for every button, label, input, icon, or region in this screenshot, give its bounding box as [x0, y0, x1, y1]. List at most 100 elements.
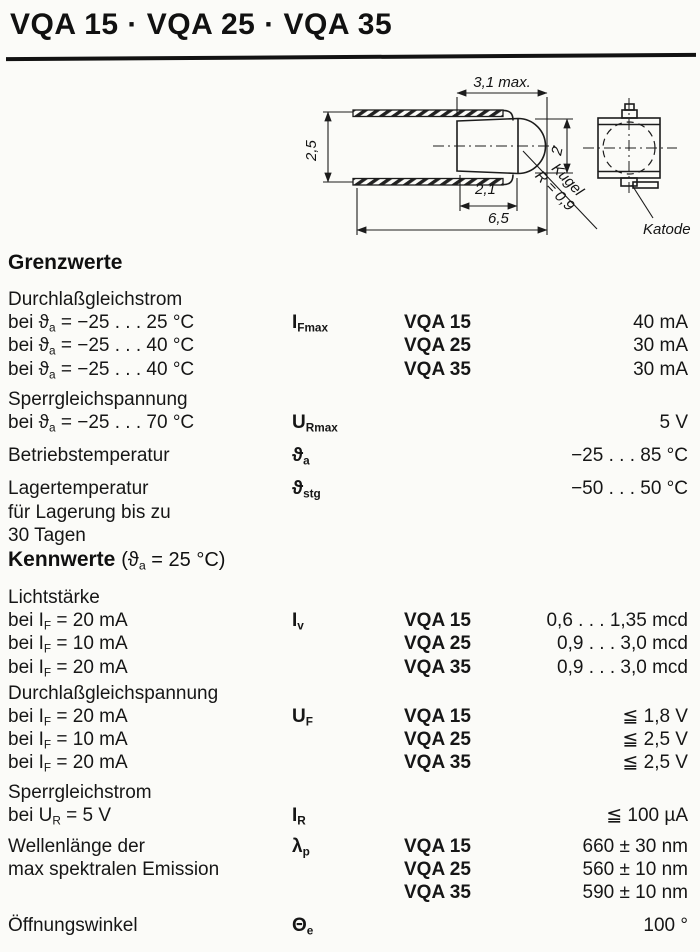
value: 30 mA — [633, 358, 688, 380]
table-row: Betriebstemperatur ϑa −25 . . . 85 °C — [8, 444, 692, 467]
value: ≦ 2,5 V — [622, 752, 688, 774]
symbol: IR — [292, 804, 306, 828]
kugel-leader-line — [522, 150, 598, 230]
type-name: VQA 25 — [404, 335, 471, 357]
value: 5 V — [659, 412, 688, 434]
type-name: VQA 25 — [404, 633, 471, 655]
symbol: ϑstg — [292, 478, 321, 501]
page-title: VQA 15 · VQA 25 · VQA 35 — [10, 8, 393, 41]
condition: bei ϑa = −25 . . . 40 °C — [8, 358, 195, 381]
table-row: bei IF = 20 mA VQA 35 ≦ 2,5 V — [8, 751, 692, 774]
dim-label-body-len: 2,1 — [474, 181, 496, 198]
spec-table: Grenzwerte Durchlaßgleichstrom bei ϑa = … — [8, 250, 692, 937]
table-row: bei IF = 10 mA VQA 25 ≦ 2,5 V — [8, 728, 692, 751]
condition: bei IF = 20 mA — [8, 752, 128, 775]
value: −25 . . . 85 °C — [571, 445, 688, 467]
cathode-leader-line — [631, 184, 654, 219]
condition: bei IF = 20 mA — [8, 656, 128, 679]
value: ≦ 2,5 V — [622, 729, 688, 751]
kugel-note: Kugel R = 0,9 — [532, 160, 588, 215]
led-front-view: Katode — [583, 98, 691, 238]
group-label-forward-voltage: Durchlaßgleichspannung — [8, 682, 219, 704]
condition: bei ϑa = −25 . . . 40 °C — [8, 335, 195, 358]
type-name: VQA 15 — [404, 610, 471, 632]
table-row: bei IF = 20 mA UF VQA 15 ≦ 1,8 V — [8, 705, 692, 728]
condition: bei IF = 10 mA — [8, 633, 128, 656]
dim-label-width-max: 3,1 max. — [473, 74, 531, 91]
value: ≦ 1,8 V — [622, 706, 688, 728]
symbol: Iv — [292, 610, 304, 633]
condition: bei IF = 20 mA — [8, 610, 128, 633]
symbol: UF — [292, 706, 313, 729]
type-name: VQA 35 — [404, 752, 471, 774]
table-row: bei IF = 20 mA Iv VQA 15 0,6 . . . 1,35 … — [8, 609, 692, 632]
value: ≦ 100 µA — [606, 804, 688, 826]
parameter-label: Betriebstemperatur — [8, 445, 170, 467]
table-row: VQA 35 590 ± 10 nm — [8, 881, 692, 904]
value: 660 ± 30 nm — [582, 836, 689, 858]
title-rule — [5, 52, 697, 61]
section-heading-characteristics: Kennwerte (ϑa = 25 °C) — [8, 548, 226, 573]
symbol: IFmax — [292, 312, 329, 335]
top-lead — [352, 109, 504, 118]
dim-label-lead-spacing: 2,5 — [303, 139, 320, 162]
symbol: λp — [292, 836, 310, 859]
symbol: ϑa — [292, 445, 310, 468]
condition: bei ϑa = −25 . . . 25 °C — [8, 312, 195, 335]
condition: bei IF = 20 mA — [8, 706, 128, 729]
value: −50 . . . 50 °C — [571, 478, 688, 500]
bottom-lead-bend — [502, 174, 514, 186]
group-label-reverse-voltage: Sperrgleichspannung — [8, 388, 188, 410]
value: 560 ± 10 nm — [582, 859, 689, 881]
led-body — [456, 117, 547, 175]
dim-label-dome: 2 — [548, 144, 567, 157]
package-drawing: 3,1 max. 2,5 2 2,1 6,5 Kugel R = 0,9 — [303, 74, 691, 238]
table-row: max spektralen Emission VQA 25 560 ± 10 … — [8, 858, 692, 881]
value: 590 ± 10 nm — [582, 882, 689, 904]
symbol: Θe — [292, 914, 314, 937]
section-heading-limits: Grenzwerte — [8, 251, 123, 274]
condition: bei IF = 10 mA — [8, 729, 128, 752]
type-name: VQA 15 — [404, 706, 471, 728]
table-row: bei UR = 5 V IR ≦ 100 µA — [8, 804, 692, 827]
value: 0,9 . . . 3,0 mcd — [557, 656, 688, 678]
parameter-label: Wellenlänge der — [8, 836, 145, 858]
led-side-view — [352, 109, 557, 186]
table-row: bei ϑa = −25 . . . 25 °C IFmax VQA 15 40… — [8, 311, 692, 334]
value: 0,6 . . . 1,35 mcd — [546, 610, 688, 632]
value: 100 ° — [643, 914, 688, 936]
parameter-label: Lagertemperatur — [8, 478, 149, 500]
note-line: für Lagerung bis zu — [8, 501, 171, 523]
value: 30 mA — [633, 335, 688, 357]
table-row: bei ϑa = −25 . . . 40 °C VQA 25 30 mA — [8, 334, 692, 357]
dimensions: 3,1 max. 2,5 2 2,1 6,5 Kugel R = 0,9 — [303, 74, 598, 235]
table-row: Wellenlänge der λp VQA 15 660 ± 30 nm — [8, 835, 692, 858]
parameter-label: max spektralen Emission — [8, 859, 220, 881]
type-name: VQA 15 — [404, 836, 471, 858]
table-row: bei ϑa = −25 . . . 70 °C URmax 5 V — [8, 411, 692, 434]
type-name: VQA 35 — [404, 656, 471, 678]
condition: bei ϑa = −25 . . . 70 °C — [8, 412, 195, 435]
condition: bei UR = 5 V — [8, 804, 112, 828]
value: 0,9 . . . 3,0 mcd — [557, 633, 688, 655]
dim-label-total-len: 6,5 — [488, 210, 510, 227]
type-name: VQA 35 — [404, 358, 471, 380]
cathode-label: Katode — [643, 221, 691, 238]
symbol: URmax — [292, 412, 338, 435]
parameter-label: Öffnungswinkel — [8, 914, 138, 936]
type-name: VQA 25 — [404, 729, 471, 751]
group-label-reverse-current: Sperrgleichstrom — [8, 781, 152, 803]
type-name: VQA 15 — [404, 312, 471, 334]
note-line: 30 Tagen — [8, 524, 86, 546]
group-label-forward-current: Durchlaßgleichstrom — [8, 289, 183, 310]
table-row: bei IF = 20 mA VQA 35 0,9 . . . 3,0 mcd — [8, 656, 692, 679]
table-row: Lagertemperatur ϑstg −50 . . . 50 °C — [8, 477, 692, 500]
type-name: VQA 25 — [404, 859, 471, 881]
table-row: bei ϑa = −25 . . . 40 °C VQA 35 30 mA — [8, 358, 692, 381]
value: 40 mA — [633, 312, 688, 334]
group-label-luminous-intensity: Lichtstärke — [8, 587, 100, 609]
table-row: Öffnungswinkel Θe 100 ° — [8, 914, 692, 937]
type-name: VQA 35 — [404, 882, 471, 904]
table-row: bei IF = 10 mA VQA 25 0,9 . . . 3,0 mcd — [8, 632, 692, 655]
